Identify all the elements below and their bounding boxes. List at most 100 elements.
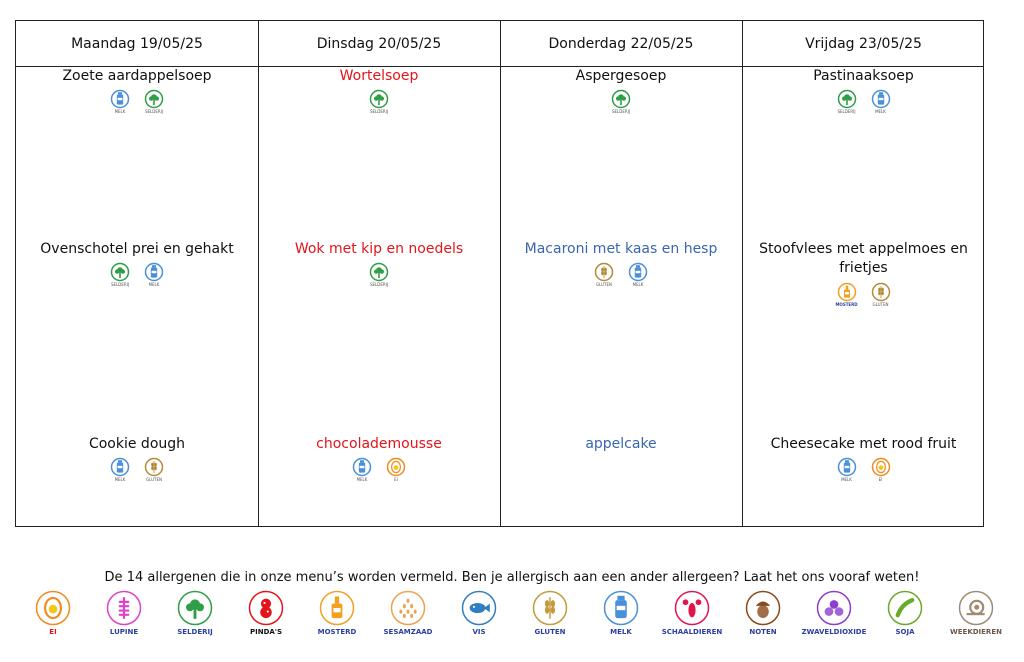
header-divider bbox=[16, 66, 983, 67]
main-dish: Stoofvlees met appelmoes en frietjes bbox=[759, 241, 968, 276]
egg-icon: EI bbox=[383, 457, 409, 483]
celery-icon: SELDERIJ bbox=[834, 89, 860, 115]
wheat-icon: GLUTEN bbox=[591, 262, 617, 288]
soup-allergen-icons: SELDERIJ bbox=[258, 89, 500, 115]
legend-label: NOTEN bbox=[749, 628, 777, 636]
legend-text: De 14 allergenen die in onze menu’s word… bbox=[104, 570, 920, 585]
wheat-icon: GLUTEN bbox=[141, 457, 167, 483]
milk-bottle-legend-icon: MELK bbox=[586, 590, 656, 636]
allergen-label: GLUTEN bbox=[145, 477, 163, 482]
day-column: Maandag 19/05/25 Zoete aardappelsoep MELK… bbox=[16, 21, 258, 526]
allergen-label: GLUTEN bbox=[872, 302, 889, 307]
wheat-legend-icon: GLUTEN bbox=[515, 590, 585, 636]
allergen-label: SELDERIJ bbox=[369, 109, 389, 114]
menu-table: Maandag 19/05/25 Zoete aardappelsoep MELK… bbox=[15, 20, 984, 527]
day-header: Donderdag 22/05/25 bbox=[548, 35, 694, 52]
allergen-label: SELDERIJ bbox=[144, 109, 164, 114]
column-divider bbox=[742, 21, 743, 526]
legend-label: LUPINE bbox=[109, 628, 139, 636]
allergen-label: MOSTERD bbox=[835, 302, 858, 307]
day-header: Maandag 19/05/25 bbox=[71, 35, 203, 52]
dessert-allergen-icons: MELK EI bbox=[258, 457, 500, 483]
mustard-icon: MOSTERD bbox=[834, 282, 860, 308]
allergen-label: MELK bbox=[875, 109, 886, 114]
allergen-label: SELDERIJ bbox=[611, 109, 631, 114]
legend-label: WEEKDIEREN bbox=[950, 628, 1002, 636]
mustard-legend-icon: MOSTERD bbox=[302, 590, 372, 636]
soup-allergen-icons: MELK SELDERIJ bbox=[16, 89, 258, 115]
allergen-label: MELK bbox=[148, 282, 160, 287]
legend-label: ZWAVELDIOXIDE bbox=[801, 628, 867, 636]
day-column: Vrijdag 23/05/25 Pastinaaksoep SELDERIJ M… bbox=[742, 21, 985, 526]
allergen-label: MELK bbox=[114, 477, 126, 482]
legend-label: VIS bbox=[472, 628, 486, 636]
main-dish: Macaroni met kaas en hesp bbox=[524, 241, 718, 257]
main-allergen-icons: SELDERIJ bbox=[258, 262, 500, 288]
soup-allergen-icons: SELDERIJ MELK bbox=[742, 89, 985, 115]
day-header: Vrijdag 23/05/25 bbox=[805, 35, 922, 52]
celery-icon: SELDERIJ bbox=[366, 89, 392, 115]
lupine-legend-icon: LUPINE bbox=[89, 590, 159, 636]
milk-bottle-icon: MELK bbox=[834, 457, 860, 483]
dessert-dish: appelcake bbox=[585, 436, 657, 452]
celery-icon: SELDERIJ bbox=[366, 262, 392, 288]
sulphite-legend-icon: ZWAVELDIOXIDE bbox=[799, 590, 869, 636]
soy-legend-icon: SOJA bbox=[870, 590, 940, 636]
dessert-allergen-icons: MELK EI bbox=[742, 457, 985, 483]
legend-label: PINDA'S bbox=[249, 628, 282, 636]
milk-bottle-icon: MELK bbox=[868, 89, 894, 115]
soup-dish: Pastinaaksoep bbox=[813, 68, 914, 84]
soup-dish: Wortelsoep bbox=[339, 68, 419, 84]
celery-icon: SELDERIJ bbox=[107, 262, 133, 288]
soup-dish: Aspergesoep bbox=[575, 68, 667, 84]
allergen-legend: EI LUPINE SELDERIJ bbox=[18, 590, 1018, 650]
main-dish: Ovenschotel prei en gehakt bbox=[40, 241, 234, 257]
main-allergen-icons: SELDERIJ MELK bbox=[16, 262, 258, 288]
dessert-allergen-icons: MELK GLUTEN bbox=[16, 457, 258, 483]
wheat-icon: GLUTEN bbox=[868, 282, 894, 308]
dessert-dish: chocolademousse bbox=[316, 436, 442, 452]
lobster-legend-icon: SCHAALDIEREN bbox=[657, 590, 727, 636]
allergen-label: MELK bbox=[114, 109, 126, 114]
celery-icon: SELDERIJ bbox=[608, 89, 634, 115]
legend-label: SOJA bbox=[895, 628, 915, 636]
acorn-legend-icon: NOTEN bbox=[728, 590, 798, 636]
legend-label: SESAMZAAD bbox=[383, 628, 433, 636]
egg-icon: EI bbox=[868, 457, 894, 483]
allergen-label: SELDERIJ bbox=[110, 282, 130, 287]
main-allergen-icons: GLUTEN MELK bbox=[500, 262, 742, 288]
dessert-dish: Cheesecake met rood fruit bbox=[770, 436, 957, 452]
milk-bottle-icon: MELK bbox=[349, 457, 375, 483]
legend-label: MOSTERD bbox=[317, 628, 357, 636]
milk-bottle-icon: MELK bbox=[107, 457, 133, 483]
peanut-legend-icon: PINDA'S bbox=[231, 590, 301, 636]
legend-label: EI bbox=[49, 628, 57, 636]
day-column: Dinsdag 20/05/25 Wortelsoep SELDERIJ Wok m… bbox=[258, 21, 500, 526]
allergen-label: SELDERIJ bbox=[837, 109, 856, 114]
main-allergen-icons: MOSTERD GLUTEN bbox=[742, 282, 985, 308]
egg-legend-icon: EI bbox=[18, 590, 88, 636]
allergen-label: EI bbox=[878, 477, 883, 482]
allergen-label: EI bbox=[394, 477, 398, 482]
allergen-label: MELK bbox=[632, 282, 644, 287]
fish-legend-icon: VIS bbox=[444, 590, 514, 636]
column-divider bbox=[258, 21, 259, 526]
legend-label: SCHAALDIEREN bbox=[661, 628, 723, 636]
column-divider bbox=[500, 21, 501, 526]
milk-bottle-icon: MELK bbox=[107, 89, 133, 115]
day-column: Donderdag 22/05/25 Aspergesoep SELDERIJ Ma… bbox=[500, 21, 742, 526]
sesame-legend-icon: SESAMZAAD bbox=[373, 590, 443, 636]
allergen-label: GLUTEN bbox=[595, 282, 613, 287]
milk-bottle-icon: MELK bbox=[141, 262, 167, 288]
allergen-label: MELK bbox=[841, 477, 852, 482]
dessert-dish: Cookie dough bbox=[88, 436, 186, 452]
celery-legend-icon: SELDERIJ bbox=[160, 590, 230, 636]
celery-icon: SELDERIJ bbox=[141, 89, 167, 115]
main-dish: Wok met kip en noedels bbox=[294, 241, 464, 257]
allergen-label: MELK bbox=[356, 477, 368, 482]
soup-allergen-icons: SELDERIJ bbox=[500, 89, 742, 115]
day-header: Dinsdag 20/05/25 bbox=[316, 35, 442, 52]
legend-label: GLUTEN bbox=[534, 628, 566, 636]
allergen-label: SELDERIJ bbox=[369, 282, 389, 287]
legend-label: MELK bbox=[610, 628, 632, 636]
